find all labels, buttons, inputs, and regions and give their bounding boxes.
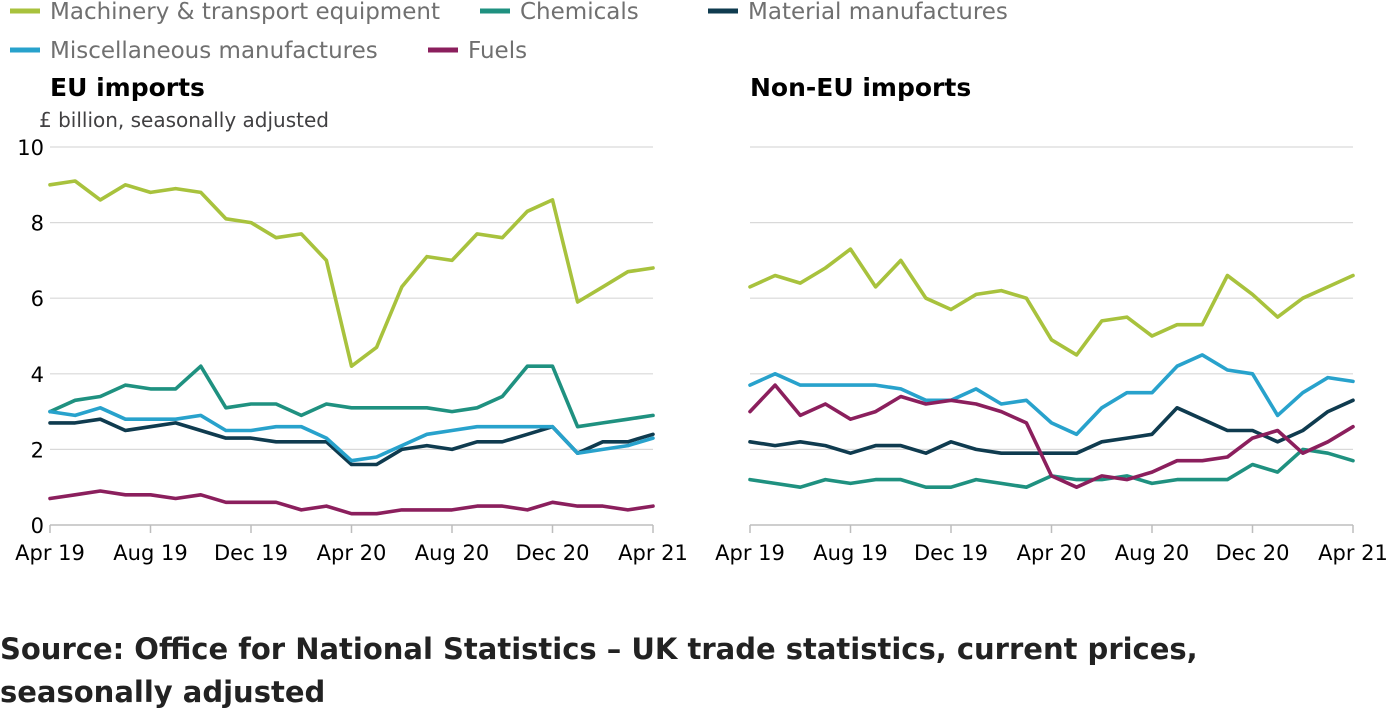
eu-series-fuels	[48, 489, 655, 516]
eu-y-tick-label-10: 10	[17, 136, 44, 160]
eu-series-chemicals	[48, 364, 655, 429]
eu-x-tick-label-aug-20: Aug 20	[415, 541, 489, 565]
eu-y-tick-label-2: 2	[31, 438, 44, 462]
non-eu-x-ticks: Apr 19 Aug 19 Dec 19 Apr 20 Aug 20 Dec 20 Apr …	[715, 525, 1387, 565]
eu-x-tick-label-apr-20: Apr 20	[317, 541, 387, 565]
eu-x-ticks: Apr 19 Aug 19 Dec 19 Apr 20 Aug 20 Dec 20 Apr …	[15, 525, 688, 565]
non-eu-series-material-manufactures	[748, 398, 1355, 456]
non-eu-x-tick-label-apr-21: Apr 21	[1318, 541, 1387, 565]
legend-label-material-manufactures: Material manufactures	[748, 0, 1008, 25]
eu-gridlines	[50, 146, 653, 526]
eu-series-lines	[48, 179, 655, 516]
eu-x-tick-label-dec-20: Dec 20	[515, 541, 589, 565]
eu-series-machinery-and-transport-equipment	[48, 179, 655, 369]
non-eu-x-tick-label-aug-20: Aug 20	[1115, 541, 1189, 565]
eu-series-miscellaneous-manufactures	[48, 405, 655, 463]
non-eu-series-miscellaneous-manufactures	[748, 353, 1355, 437]
eu-y-tick-label-4: 4	[31, 363, 44, 387]
eu-imports-panel: EU imports £ billion, seasonally adjuste…	[15, 73, 688, 565]
non-eu-x-tick-label-dec-20: Dec 20	[1215, 541, 1289, 565]
eu-x-tick-label-dec-19: Dec 19	[214, 541, 288, 565]
eu-x-tick-label-apr-21: Apr 21	[618, 541, 688, 565]
legend-label-chemicals: Chemicals	[520, 0, 639, 25]
non-eu-x-tick-label-apr-20: Apr 20	[1017, 541, 1087, 565]
eu-x-tick-label-apr-19: Apr 19	[15, 541, 85, 565]
eu-series-material-manufactures	[48, 417, 655, 467]
y-axis-unit-label: £ billion, seasonally adjusted	[39, 108, 329, 132]
non-eu-series-fuels	[748, 383, 1355, 490]
non-eu-series-chemicals	[748, 447, 1355, 490]
legend-label-miscellaneous-manufactures: Miscellaneous manufactures	[50, 38, 378, 64]
non-eu-x-tick-label-aug-19: Aug 19	[813, 541, 887, 565]
legend-label-fuels: Fuels	[468, 38, 527, 64]
legend-label-machinery-and-transport-equipment: Machinery & transport equipment	[50, 0, 440, 25]
eu-y-ticks: 0 2 4 6 8 10	[17, 136, 44, 538]
source-note: Source: Office for National Statistics –…	[0, 632, 1198, 709]
chart-legend: Machinery & transport equipment Chemicals…	[10, 0, 1008, 64]
non-eu-series-machinery-and-transport-equipment	[748, 247, 1355, 357]
non-eu-series-lines	[748, 247, 1355, 490]
eu-x-tick-label-aug-19: Aug 19	[113, 541, 187, 565]
chart-figure: Machinery & transport equipment Chemicals…	[10, 0, 1387, 565]
non-eu-x-tick-label-apr-19: Apr 19	[715, 541, 785, 565]
eu-y-tick-label-0: 0	[31, 514, 44, 538]
eu-y-tick-label-8: 8	[31, 212, 44, 236]
non-eu-imports-title: Non-EU imports	[750, 73, 971, 102]
non-eu-x-tick-label-dec-19: Dec 19	[914, 541, 988, 565]
non-eu-imports-panel: Non-EU imports Apr 19 Aug 19 Dec 19 Apr 20 A…	[715, 73, 1387, 565]
eu-y-tick-label-6: 6	[31, 287, 44, 311]
eu-imports-title: EU imports	[50, 73, 205, 102]
